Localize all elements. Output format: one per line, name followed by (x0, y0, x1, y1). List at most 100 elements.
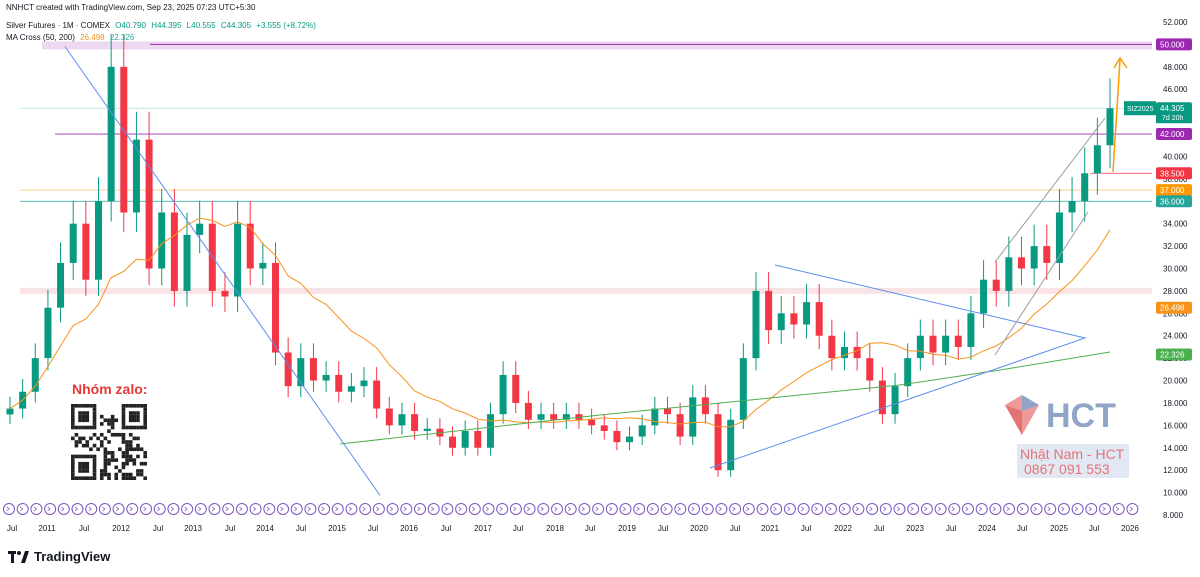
event-marker-icon (578, 503, 591, 515)
event-marker-icon (153, 503, 166, 515)
projection-arrow-line (1112, 59, 1121, 173)
candle-body (853, 346, 861, 359)
x-tick-label: Jul (585, 524, 595, 533)
candle-body (107, 66, 115, 202)
event-marker-icon (30, 503, 43, 515)
event-marker-arrow (1020, 506, 1024, 512)
candle-body (158, 212, 166, 269)
event-marker-arrow (321, 506, 325, 512)
event-marker-icon (126, 503, 139, 515)
tradingview-footer[interactable]: TradingView (8, 549, 110, 564)
candle-body (6, 408, 14, 415)
x-tick-label: 2024 (978, 524, 996, 533)
x-tick-label: 2014 (256, 524, 274, 533)
countdown-text: 7d 20h (1162, 115, 1184, 122)
event-marker-arrow (1129, 506, 1134, 512)
event-marker-icon (194, 503, 207, 515)
event-marker-icon (660, 503, 673, 515)
price-label-text: 50.000 (1160, 40, 1185, 49)
symbol-line: Silver Futures · 1M · COMEX (6, 21, 111, 30)
candle-body (449, 436, 457, 448)
event-marker-icon (879, 503, 892, 515)
y-tick-label: 10.000 (1163, 489, 1188, 498)
event-marker-arrow (554, 506, 558, 512)
contact-phone: 0867 091 553 (1024, 461, 1110, 477)
x-tick-label: Jul (79, 524, 89, 533)
price-label-text: 44.305 (1160, 104, 1185, 113)
x-tick-label: 2020 (690, 524, 708, 533)
y-tick-label: 46.000 (1163, 85, 1188, 94)
candle-body (145, 139, 153, 269)
candle-body (866, 358, 874, 381)
candle-body (297, 358, 305, 387)
event-marker-arrow (732, 506, 736, 512)
event-marker-icon (85, 503, 98, 515)
event-marker-icon (290, 503, 303, 515)
event-marker-icon (427, 503, 440, 515)
event-marker-arrow (348, 506, 353, 512)
y-tick-label: 32.000 (1163, 242, 1188, 251)
price-label-text: 42.000 (1160, 130, 1185, 139)
event-marker-icon (838, 503, 851, 515)
y-tick-label: 12.000 (1163, 466, 1188, 475)
event-marker-arrow (430, 506, 435, 512)
candle-body (335, 374, 343, 392)
candle-body (537, 414, 545, 420)
candle-body (31, 358, 39, 392)
x-tick-label: Jul (368, 524, 378, 533)
low-value: L40.555 (186, 21, 216, 30)
event-marker-icon (482, 503, 495, 515)
event-marker-arrow (129, 506, 133, 512)
event-marker-arrow (855, 506, 860, 512)
event-marker-icon (44, 503, 57, 515)
event-marker-icon (920, 503, 933, 515)
candle-body (878, 380, 886, 415)
event-marker-icon (1016, 503, 1029, 515)
candle-body (44, 307, 52, 359)
x-tick-label: Jul (874, 524, 884, 533)
tradingview-brand: TradingView (34, 549, 111, 564)
event-marker-arrow (636, 506, 640, 512)
candle-body (69, 223, 77, 263)
y-tick-label: 18.000 (1163, 399, 1188, 408)
event-marker-arrow (170, 506, 175, 512)
candle-body (183, 234, 191, 291)
event-marker-icon (715, 503, 728, 515)
candle-body (765, 290, 773, 331)
ma-cross-label: MA Cross (50, 200) (6, 33, 75, 42)
event-marker-arrow (704, 506, 709, 512)
event-marker-icon (770, 503, 783, 515)
event-marker-arrow (677, 506, 681, 512)
change-value: +3.555 (+8.72%) (256, 21, 316, 30)
close-value: C44.305 (220, 21, 252, 30)
event-marker-icon (496, 503, 509, 515)
candle-body (347, 386, 355, 392)
candle-body (980, 279, 988, 314)
open-value: O40.790 (115, 21, 146, 30)
event-marker-arrow (1061, 506, 1065, 512)
candle-body (638, 425, 646, 437)
event-marker-icon (1057, 503, 1070, 515)
event-marker-icon (1099, 503, 1111, 515)
event-marker-arrow (280, 506, 284, 512)
y-tick-label: 48.000 (1163, 63, 1188, 72)
x-tick-label: Jul (296, 524, 306, 533)
event-marker-icon (509, 503, 522, 515)
candle-body (398, 414, 406, 426)
candle-body (550, 414, 558, 420)
price-label-box (1156, 167, 1192, 180)
candle-body (360, 380, 368, 387)
qr-code-icon (71, 404, 147, 480)
x-tick-label: Jul (513, 524, 523, 533)
event-marker-arrow (746, 506, 750, 512)
x-tick-label: Jul (153, 524, 163, 533)
x-tick-label: 2019 (618, 524, 636, 533)
candle-body (221, 290, 229, 297)
event-marker-arrow (581, 506, 586, 512)
x-tick-label: 2025 (1050, 524, 1068, 533)
event-marker-arrow (718, 506, 723, 512)
candle-body (1106, 108, 1114, 146)
event-marker-arrow (759, 506, 764, 512)
event-marker-icon (71, 503, 84, 515)
